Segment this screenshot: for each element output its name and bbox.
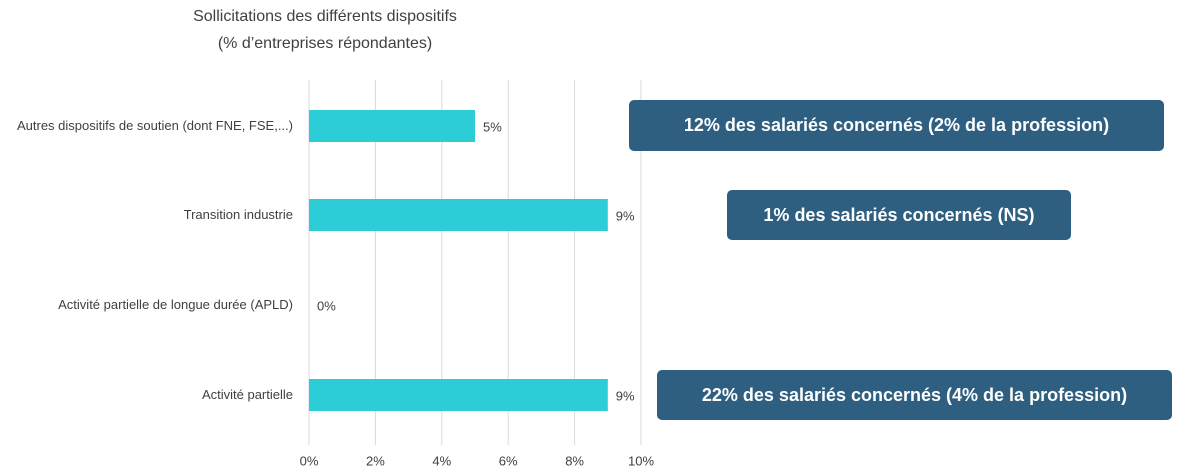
y-tick-label: Autres dispositifs de soutien (dont FNE,…: [16, 118, 293, 133]
bar: [309, 379, 608, 411]
data-label: 9%: [616, 208, 635, 223]
data-label: 9%: [616, 388, 635, 403]
chart-title: Sollicitations des différents dispositif…: [193, 8, 457, 25]
bar: [309, 199, 608, 231]
y-tick-label: Activité partielle de longue durée (APLD…: [58, 297, 293, 312]
y-tick-label: Activité partielle: [201, 387, 293, 402]
annotation: 12% des salariés concernés (2% de la pro…: [629, 100, 1164, 151]
x-tick-label: 10%: [628, 453, 654, 468]
x-tick-label: 2%: [366, 453, 385, 468]
x-tick-label: 4%: [432, 453, 451, 468]
x-tick-label: 8%: [565, 453, 584, 468]
x-tick-label: 6%: [499, 453, 518, 468]
y-tick-label: Transition industrie: [183, 207, 293, 222]
chart-subtitle: (% d’entreprises répondantes): [217, 35, 433, 52]
data-label: 0%: [317, 298, 336, 313]
x-tick-label: 0%: [300, 453, 319, 468]
bar: [309, 110, 475, 142]
annotation: 22% des salariés concernés (4% de la pro…: [657, 370, 1172, 420]
annotation: 1% des salariés concernés (NS): [727, 190, 1071, 240]
data-label: 5%: [483, 119, 502, 134]
